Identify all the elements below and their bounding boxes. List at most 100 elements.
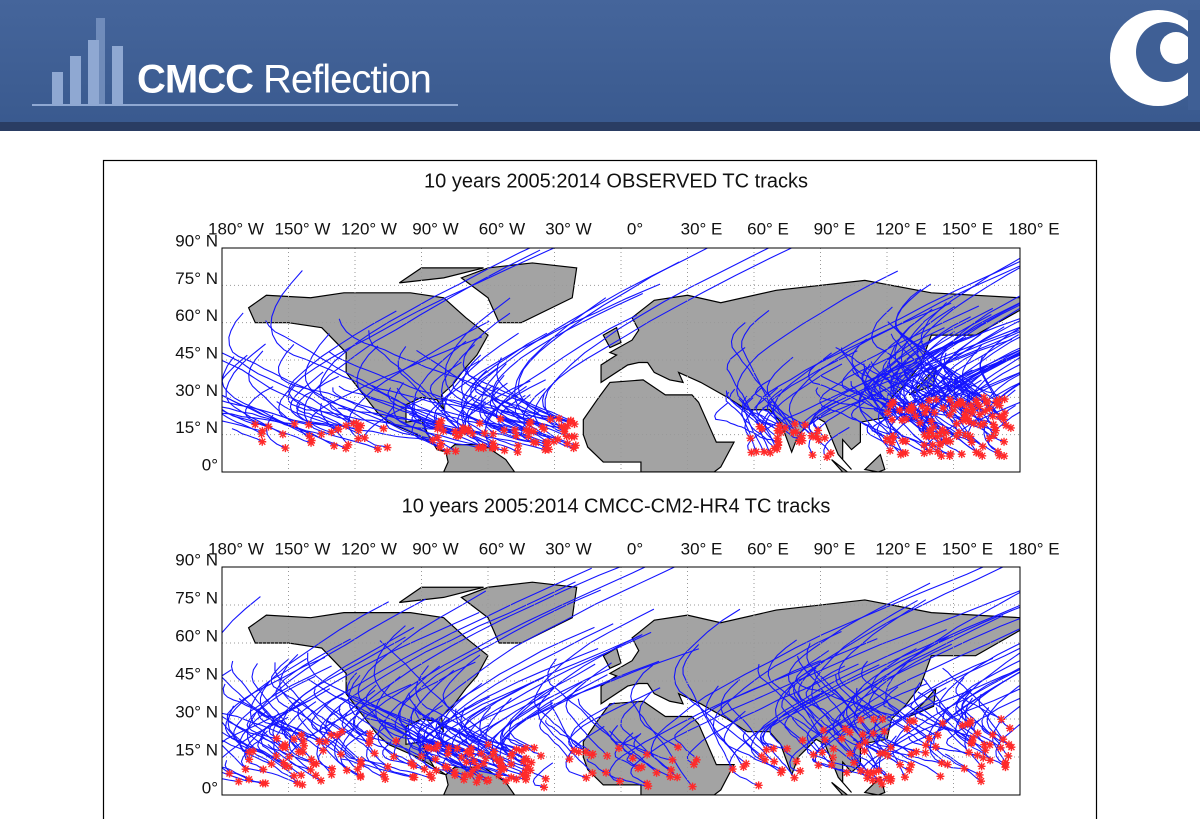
- genesis-point: [936, 772, 945, 781]
- x-tick-label: 30° W: [545, 219, 591, 238]
- genesis-point: [869, 715, 878, 724]
- genesis-point: [907, 750, 916, 759]
- genesis-point: [521, 766, 530, 775]
- track: [319, 248, 532, 424]
- genesis-point: [991, 426, 1000, 435]
- track: [265, 414, 286, 449]
- genesis-point: [882, 774, 891, 783]
- logo-bold: CMCC: [137, 58, 253, 102]
- track: [914, 711, 973, 743]
- genesis-point: [883, 434, 892, 443]
- genesis-point: [869, 729, 878, 738]
- genesis-point: [587, 751, 596, 760]
- genesis-point: [946, 395, 955, 404]
- track: [914, 343, 961, 402]
- genesis-point: [309, 760, 318, 769]
- track: [377, 719, 395, 758]
- track: [325, 581, 576, 765]
- genesis-point: [842, 768, 851, 777]
- x-tick-label: 60° W: [479, 219, 525, 238]
- genesis-point: [774, 441, 783, 450]
- genesis-point: [846, 749, 855, 758]
- track: [438, 682, 483, 762]
- genesis-point: [1000, 452, 1009, 461]
- genesis-point: [985, 434, 994, 443]
- track: [835, 674, 875, 720]
- track: [230, 660, 312, 760]
- genesis-point: [431, 755, 440, 764]
- genesis-point: [979, 419, 988, 428]
- genesis-point: [925, 426, 934, 435]
- genesis-point: [945, 452, 954, 461]
- genesis-point: [427, 744, 436, 753]
- genesis-point: [451, 447, 460, 456]
- genesis-point: [373, 445, 382, 454]
- x-tick-label: 90° W: [412, 219, 458, 238]
- track: [806, 617, 1020, 766]
- track: [310, 693, 344, 736]
- genesis-point: [507, 752, 516, 761]
- genesis-point: [898, 448, 907, 457]
- genesis-point: [826, 449, 835, 458]
- track: [278, 248, 556, 426]
- map-border: [221, 247, 1021, 473]
- genesis-point: [529, 427, 538, 436]
- genesis-point: [427, 774, 436, 783]
- genesis-point: [925, 431, 934, 440]
- genesis-point: [938, 719, 947, 728]
- genesis-point: [941, 437, 950, 446]
- track: [318, 725, 359, 770]
- track: [940, 336, 1020, 433]
- genesis-point: [869, 768, 878, 777]
- genesis-point: [937, 759, 946, 768]
- genesis-point: [464, 424, 473, 433]
- map-panel: 10 years 2005:2014 CMCC-CM2-HR4 TC track…: [175, 495, 1059, 797]
- track: [289, 371, 433, 441]
- y-tick-label: 30° N: [175, 702, 218, 721]
- track: [565, 662, 612, 757]
- genesis-point: [517, 746, 526, 755]
- track: [855, 687, 883, 720]
- genesis-point: [939, 430, 948, 439]
- genesis-point: [980, 740, 989, 749]
- genesis-point: [927, 417, 936, 426]
- track: [222, 715, 322, 782]
- genesis-point: [886, 446, 895, 455]
- genesis-point: [407, 758, 416, 767]
- genesis-point: [307, 438, 316, 447]
- genesis-point: [789, 428, 798, 437]
- header-stripe: [0, 122, 1200, 131]
- genesis-point: [829, 744, 838, 753]
- genesis-point: [999, 735, 1008, 744]
- genesis-point: [327, 730, 336, 739]
- genesis-point: [652, 768, 661, 777]
- genesis-point: [508, 749, 517, 758]
- header: CMCC Reflection: [0, 0, 1200, 131]
- genesis-point: [969, 733, 978, 742]
- track: [795, 650, 911, 722]
- genesis-point: [281, 740, 290, 749]
- y-tick-label: 30° N: [175, 381, 218, 400]
- genesis-point: [975, 410, 984, 419]
- genesis-point: [925, 447, 934, 456]
- genesis-point: [896, 760, 905, 769]
- genesis-point: [259, 765, 268, 774]
- track: [991, 705, 1020, 763]
- y-tick-label: 15° N: [175, 418, 218, 437]
- genesis-point: [993, 447, 1002, 456]
- track: [987, 411, 1020, 453]
- genesis-point: [510, 425, 519, 434]
- genesis-point: [311, 771, 320, 780]
- genesis-point: [428, 436, 437, 445]
- track: [620, 700, 678, 778]
- track: [806, 718, 871, 775]
- genesis-point: [562, 432, 571, 441]
- landmass: [831, 781, 849, 795]
- track: [407, 669, 455, 760]
- genesis-point: [972, 396, 981, 405]
- x-tick-label: 30° E: [681, 539, 723, 558]
- genesis-point: [949, 405, 958, 414]
- genesis-point: [281, 743, 290, 752]
- genesis-point: [912, 747, 921, 756]
- x-tick-label: 30° W: [545, 539, 591, 558]
